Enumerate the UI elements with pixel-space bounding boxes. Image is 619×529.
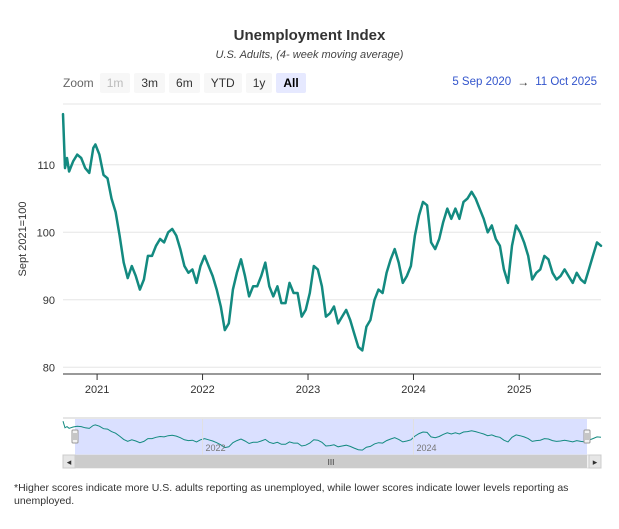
navigator-selected-range[interactable] [75, 419, 587, 455]
x-tick-label: 2024 [401, 384, 425, 396]
chart-subtitle: U.S. Adults, (4- week moving average) [215, 49, 404, 61]
range-from-input[interactable]: 5 Sep 2020 [452, 76, 512, 88]
y-gridlines [63, 164, 601, 368]
x-tick-label: 2025 [507, 384, 531, 396]
y-axis-ticks: 80 90 100 110 [37, 160, 55, 375]
x-tick-label: 2021 [85, 384, 109, 396]
navigator[interactable]: 2022 2024 [62, 417, 602, 455]
zoom-1m-button[interactable]: 1m [99, 73, 131, 93]
navigator-x-tick-label: 2022 [206, 443, 226, 453]
x-tick-label: 2023 [296, 384, 320, 396]
y-axis-label: Sept 2021=100 [17, 202, 29, 277]
series-line [61, 112, 603, 352]
zoom-all-button[interactable]: All [276, 73, 306, 93]
y-tick-label: 90 [43, 295, 55, 307]
chart-title: Unemployment Index [233, 27, 386, 44]
scrollbar-thumb[interactable] [75, 455, 587, 468]
zoom-1y-button[interactable]: 1y [245, 73, 273, 93]
navigator-right-handle[interactable] [583, 429, 591, 444]
navigator-left-handle[interactable] [71, 429, 79, 444]
scroll-right-button[interactable] [588, 454, 602, 469]
scroll-left-button[interactable] [62, 454, 76, 469]
navigator-x-tick-label: 2024 [416, 443, 436, 453]
date-range-selector: 5 Sep 2020 → 11 Oct 2025 [452, 75, 597, 89]
zoom-3m-button[interactable]: 3m [134, 73, 166, 93]
navigator-series-line [62, 421, 602, 451]
x-tick-label: 2022 [190, 384, 214, 396]
y-tick-label: 100 [37, 227, 55, 239]
scroll-right-arrow-icon: ▸ [593, 458, 598, 468]
navigator-x-ticks: 2022 2024 [202, 419, 437, 455]
y-tick-label: 80 [43, 362, 55, 374]
zoom-bar: Zoom 1m 3m 6m YTD 1y All [63, 73, 310, 93]
x-axis-ticks: 2021 2022 2023 2024 2025 [85, 374, 531, 396]
scrollbar[interactable]: III ◂ ▸ [62, 454, 602, 469]
scrollbar-grip-icon: III [328, 458, 335, 467]
zoom-ytd-button[interactable]: YTD [203, 73, 242, 93]
zoom-label: Zoom [63, 76, 94, 90]
y-tick-label: 110 [37, 160, 55, 172]
line-chart: 80 90 100 110 2021 2022 2023 2024 2025 Sept 202… [17, 103, 603, 469]
range-arrow-icon: → [517, 75, 530, 89]
footnote: *Higher scores indicate more U.S. adults… [14, 482, 569, 507]
zoom-6m-button[interactable]: 6m [169, 73, 200, 93]
range-to-input[interactable]: 11 Oct 2025 [535, 76, 597, 88]
scroll-left-arrow-icon: ◂ [67, 458, 72, 468]
